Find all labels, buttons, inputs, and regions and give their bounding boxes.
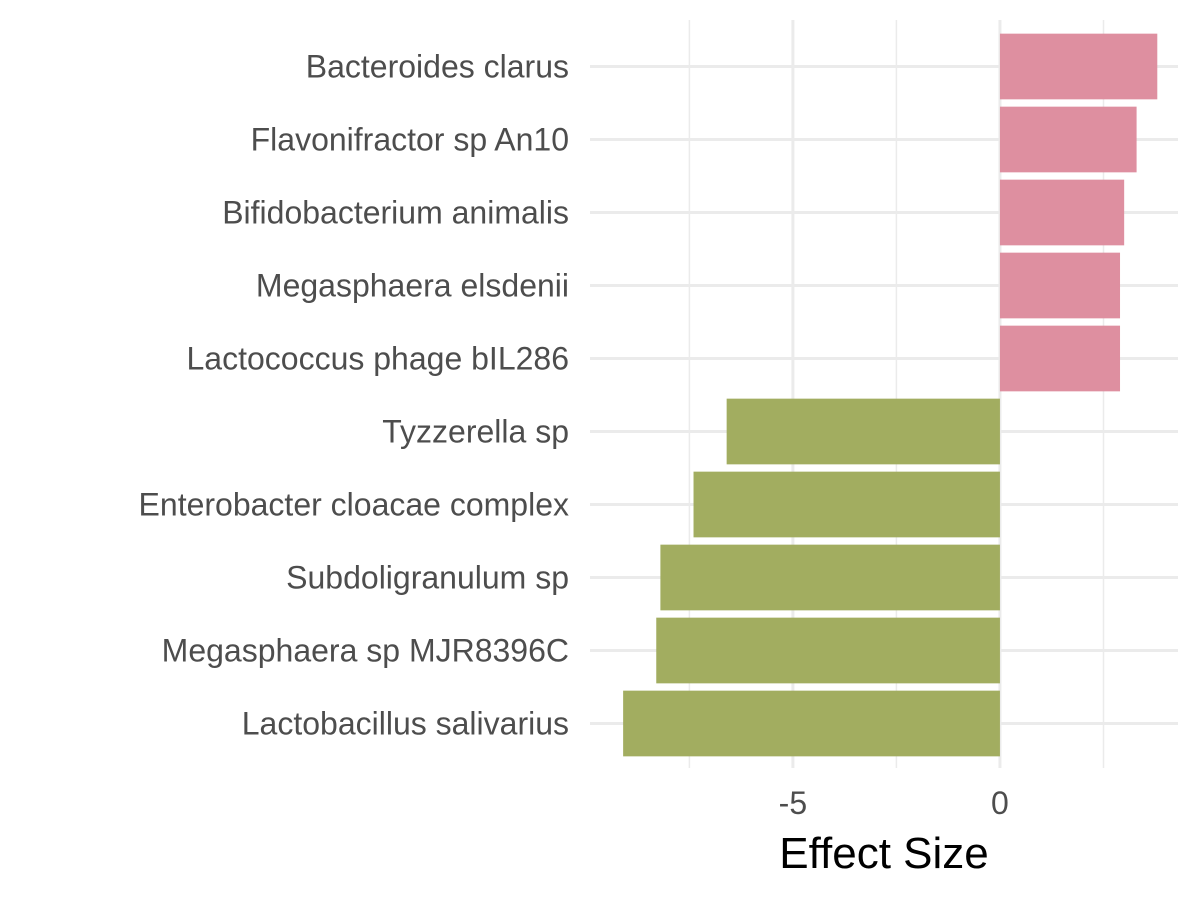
category-label: Subdoligranulum sp	[286, 560, 569, 596]
category-label: Megasphaera sp MJR8396C	[162, 633, 569, 669]
x-tick-label: 0	[991, 785, 1009, 821]
bar	[999, 252, 1121, 319]
category-label: Tyzzerella sp	[382, 414, 569, 450]
category-label: Flavonifractor sp An10	[251, 122, 569, 158]
bar	[999, 106, 1137, 173]
bar	[656, 617, 1000, 684]
category-label: Bacteroides clarus	[306, 49, 569, 85]
bar	[726, 398, 1000, 465]
category-label: Megasphaera elsdenii	[256, 268, 569, 304]
category-label: Lactococcus phage bIL286	[186, 341, 569, 377]
category-labels: Bacteroides clarus Flavonifractor sp An10…	[139, 49, 569, 742]
x-tick-labels: -5 0	[779, 785, 1009, 821]
bar	[999, 33, 1158, 100]
category-label: Bifidobacterium animalis	[222, 195, 569, 231]
bars-layer	[623, 33, 1158, 757]
x-tick-label: -5	[779, 785, 807, 821]
bar	[999, 325, 1121, 392]
x-axis-title: Effect Size	[779, 829, 989, 878]
bar	[693, 471, 1000, 538]
category-label: Lactobacillus salivarius	[242, 706, 569, 742]
category-label: Enterobacter cloacae complex	[139, 487, 569, 523]
bar	[623, 690, 1000, 757]
bar	[999, 179, 1125, 246]
bar	[660, 544, 1000, 611]
